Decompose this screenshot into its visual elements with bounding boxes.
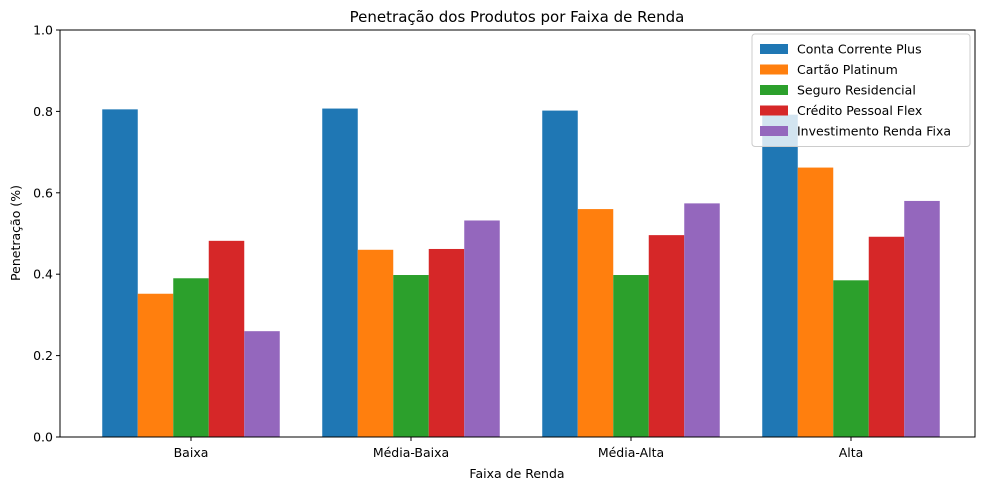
bar-seguro-residencial-alta <box>833 280 869 437</box>
bar-seguro-residencial-media-baixa <box>393 275 429 437</box>
bar-cartao-platinum-alta <box>797 167 834 437</box>
bar-conta-corrente-plus-baixa <box>102 109 138 438</box>
y-tick-label: 0.0 <box>33 430 53 445</box>
bar-credito-pessoal-flex-alta <box>868 236 905 437</box>
bars-layer <box>102 108 940 438</box>
y-tick-label: 0.8 <box>33 104 53 119</box>
legend-label-conta-corrente-plus: Conta Corrente Plus <box>797 42 922 57</box>
y-axis: 0.0 0.2 0.4 0.6 0.8 1.0 <box>33 23 60 445</box>
chart-title: Penetração dos Produtos por Faixa de Ren… <box>350 8 685 26</box>
x-tick-label-media-alta: Média-Alta <box>598 445 664 460</box>
legend-swatch-investimento-renda-fixa <box>760 126 788 136</box>
bar-credito-pessoal-flex-media-baixa <box>428 248 465 437</box>
x-tick-label-media-baixa: Média-Baixa <box>373 445 449 460</box>
legend-swatch-conta-corrente-plus <box>760 44 788 54</box>
bar-credito-pessoal-flex-baixa <box>208 240 245 437</box>
legend-swatch-credito-pessoal-flex <box>760 105 788 116</box>
bar-conta-corrente-plus-media-alta <box>542 110 578 437</box>
legend: Conta Corrente Plus Cartão Platinum Seguro… <box>751 33 971 147</box>
bar-cartao-platinum-media-alta <box>577 209 614 437</box>
y-tick-label: 1.0 <box>33 23 53 38</box>
legend-label-investimento-renda-fixa: Investimento Renda Fixa <box>797 124 951 139</box>
bar-investimento-renda-fixa-media-baixa <box>464 220 500 437</box>
legend-label-cartao-platinum: Cartão Platinum <box>797 62 898 77</box>
x-tick-label-baixa: Baixa <box>174 445 209 460</box>
legend-swatch-seguro-residencial <box>760 85 788 95</box>
x-tick-label-alta: Alta <box>839 445 864 460</box>
bar-conta-corrente-plus-media-baixa <box>322 108 358 438</box>
legend-label-seguro-residencial: Seguro Residencial <box>797 83 916 98</box>
bar-seguro-residencial-media-alta <box>613 275 649 437</box>
legend-frame <box>751 33 971 147</box>
legend-label-credito-pessoal-flex: Crédito Pessoal Flex <box>797 103 922 118</box>
bar-investimento-renda-fixa-alta <box>904 200 940 437</box>
bar-investimento-renda-fixa-media-alta <box>684 203 720 437</box>
y-axis-label: Penetração (%) <box>8 185 23 281</box>
x-axis-label: Faixa de Renda <box>469 466 564 481</box>
y-tick-label: 0.6 <box>33 185 53 200</box>
bar-cartao-platinum-baixa <box>137 293 174 437</box>
y-tick-label: 0.2 <box>33 348 53 363</box>
plot-frame <box>59 29 976 438</box>
bar-credito-pessoal-flex-media-alta <box>648 235 685 437</box>
bar-investimento-renda-fixa-baixa <box>244 331 280 437</box>
x-axis: Baixa Média-Baixa Média-Alta Alta <box>174 437 864 460</box>
y-tick-label: 0.4 <box>33 267 53 282</box>
bar-conta-corrente-plus-alta <box>762 114 798 437</box>
bar-seguro-residencial-baixa <box>173 278 209 437</box>
legend-swatch-cartao-platinum <box>760 64 788 75</box>
bar-cartao-platinum-media-baixa <box>357 249 394 437</box>
